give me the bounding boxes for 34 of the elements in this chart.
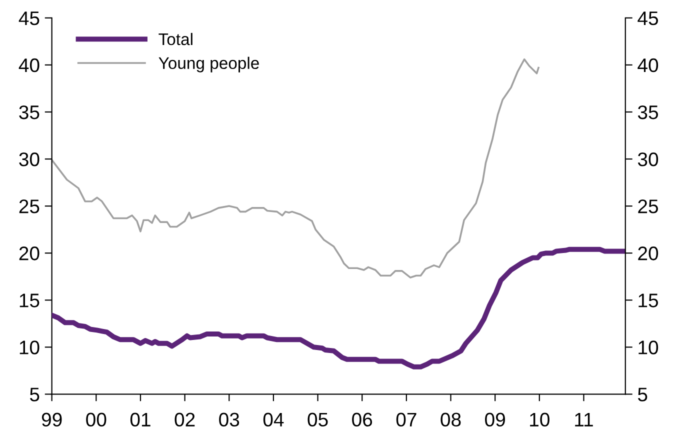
x-tick-label: 06	[352, 412, 372, 427]
y-tick-label: 25	[19, 200, 40, 214]
y-tick-label: 30	[19, 152, 40, 166]
y-tick-label: 45	[18, 12, 40, 26]
y2-tick-label: 5	[638, 388, 648, 402]
y2-tick-label: 10	[638, 340, 658, 354]
y2-tick-label: 35	[638, 105, 658, 120]
line-series	[52, 58, 540, 278]
x-tick-label: 11	[575, 412, 593, 426]
y-tick-label: 15	[20, 294, 40, 308]
y-tick-label: 5	[30, 388, 40, 402]
x-tick-label: 00	[86, 412, 106, 427]
x-tick-label: 10	[530, 412, 550, 427]
y2-tick-label: 40	[638, 58, 658, 72]
y2-tick-label: 30	[638, 152, 658, 166]
x-tick-label: 99	[42, 412, 62, 427]
y-tick-label: 10	[20, 340, 40, 354]
y-tick-label: 35	[19, 105, 40, 120]
y2-tick-label: 45	[638, 12, 658, 26]
y2-tick-label: 25	[638, 200, 658, 214]
x-tick-label: 08	[440, 412, 461, 427]
x-tick-label: 07	[396, 412, 416, 427]
x-tick-label: 09	[485, 412, 505, 427]
legend-label: Total	[158, 32, 192, 46]
legend-label: Young people	[158, 56, 259, 72]
x-tick-label: 04	[263, 412, 284, 427]
y-tick-label: 40	[18, 58, 40, 72]
x-tick-label: 05	[308, 412, 328, 427]
y2-tick-label: 20	[638, 246, 658, 260]
x-tick-label: 02	[174, 412, 195, 427]
x-tick-label: 03	[219, 412, 240, 427]
y-tick-label: 20	[19, 246, 40, 260]
y2-tick-label: 15	[638, 294, 658, 308]
x-tick-label: 01	[130, 412, 150, 427]
